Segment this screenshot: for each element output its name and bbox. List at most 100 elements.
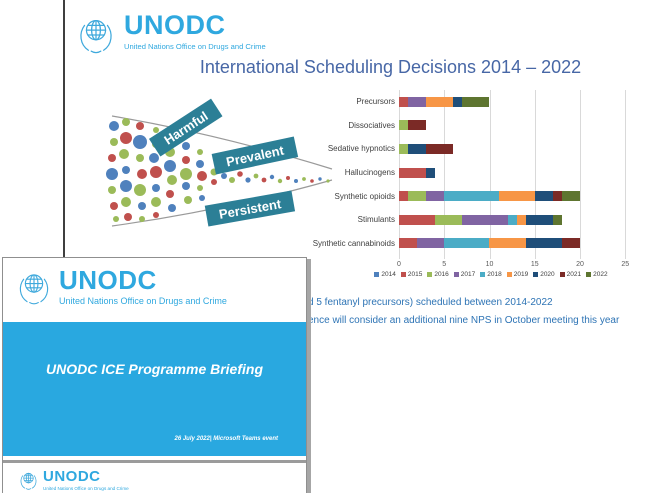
- legend-swatch: [559, 272, 565, 277]
- bar-segment-2019: [426, 96, 454, 107]
- legend-item-2014: 2014: [374, 271, 396, 278]
- category-label: Synthetic opioids: [334, 191, 395, 201]
- legend-item-2017: 2017: [453, 271, 475, 278]
- bar-segment-2020: [453, 96, 463, 107]
- funnel-label-prevalent: Prevalent: [211, 136, 299, 175]
- unodc-logo: UNODC United Nations Office on Drugs and…: [75, 12, 266, 56]
- bar-segment-2018: [444, 191, 499, 202]
- legend-item-2021: 2021: [559, 271, 582, 278]
- bar-track: [399, 120, 427, 131]
- bar-segment-2020: [408, 143, 427, 154]
- legend-item-2022: 2022: [586, 271, 608, 278]
- bar-segment-2022: [462, 96, 490, 107]
- legend-label: 2018: [487, 271, 502, 278]
- gridline: [534, 90, 536, 259]
- bar-segment-2021: [408, 120, 427, 131]
- bullet-note-line1: d 5 fentanyl precursors) scheduled betwe…: [308, 297, 553, 308]
- bar-segment-2015: [399, 167, 427, 178]
- bar-segment-2015: [399, 96, 409, 107]
- funnel-top-curve: [111, 115, 333, 170]
- bar-segment-2017: [462, 214, 508, 225]
- category-label: Hallucinogens: [344, 168, 395, 178]
- category-label: Stimulants: [357, 215, 395, 225]
- funnel-dots: [106, 118, 330, 222]
- legend-swatch: [453, 272, 459, 277]
- logo-tagline: United Nations Office on Drugs and Crime: [59, 296, 227, 306]
- x-tick-label: 25: [621, 261, 630, 268]
- unodc-logo-front: UNODC United Nations Office on Drugs and…: [15, 267, 227, 307]
- bullet-note-line2: ence will consider an additional nine NP…: [308, 315, 620, 326]
- gridline: [625, 90, 627, 259]
- chart-row: Dissociatives: [300, 114, 634, 138]
- chart-rows: Precursors Dissociatives Sedative hypnotic…: [300, 90, 634, 255]
- x-tick-label: 5: [442, 261, 447, 268]
- unodc-logo-next-slide: UNODC United Nations Office on Drugs and…: [18, 469, 129, 492]
- legend-item-2016: 2016: [427, 271, 449, 278]
- gridline: [580, 90, 581, 259]
- legend-label: 2015: [407, 271, 423, 278]
- bar-track: [399, 96, 490, 107]
- bar-segment-2016: [399, 120, 409, 131]
- cover-slide-title: UNODC ICE Programme Briefing: [45, 361, 264, 377]
- bar-segment-2016: [408, 191, 427, 202]
- category-label: Sedative hypnotics: [327, 144, 395, 154]
- un-emblem-icon: [19, 274, 49, 305]
- legend-item-2015: 2015: [400, 271, 423, 278]
- legend-swatch: [586, 272, 592, 277]
- funnel-label-persistent: Persistent: [204, 190, 296, 227]
- bar-segment-2015: [399, 214, 436, 225]
- chart-x-axis: 0 5 10 15 20 25: [397, 261, 630, 270]
- legend-swatch: [427, 272, 433, 277]
- bar-segment-2022: [561, 191, 580, 202]
- legend-swatch: [533, 272, 539, 277]
- bar-track: [399, 143, 454, 154]
- scheduling-decisions-chart: Precursors Dissociatives Sedative hypnotic…: [300, 86, 634, 296]
- legend-label: 2020: [540, 271, 555, 278]
- funnel-diagram: Harmful Prevalent Persistent: [106, 98, 333, 227]
- legend-swatch: [480, 272, 486, 277]
- logo-wordmark: UNODC: [59, 265, 157, 295]
- bar-segment-2022: [552, 214, 562, 225]
- category-label: Precursors: [356, 97, 395, 107]
- legend-swatch: [400, 272, 406, 277]
- cover-blue-band: UNODC ICE Programme Briefing 26 July 202…: [3, 322, 306, 456]
- legend-item-2020: 2020: [533, 271, 555, 278]
- x-tick-label: 10: [485, 261, 494, 268]
- chart-row: Sedative hypnotics: [300, 137, 634, 161]
- chart-row: Precursors: [300, 90, 634, 114]
- bar-segment-2016: [399, 143, 409, 154]
- chart-legend: 2014 2015 2016 2017 2018 2019 2020 2021 2022: [348, 271, 634, 278]
- legend-swatch: [506, 272, 512, 277]
- bar-segment-2020: [525, 238, 562, 249]
- legend-label: 2021: [566, 271, 582, 278]
- bar-track: [399, 214, 562, 225]
- cover-slide-footer: 26 July 2022| Microsoft Teams event: [174, 436, 278, 442]
- chart-row: Synthetic opioids: [300, 184, 634, 208]
- x-tick-label: 0: [397, 261, 401, 268]
- legend-swatch: [374, 272, 380, 277]
- bar-segment-2020: [534, 191, 553, 202]
- legend-item-2019: 2019: [506, 271, 528, 278]
- bar-segment-2016: [435, 214, 463, 225]
- bar-segment-2021: [552, 191, 562, 202]
- bar-segment-2019: [516, 214, 526, 225]
- bar-segment-2019: [498, 191, 535, 202]
- chart-row: Hallucinogens: [300, 161, 634, 185]
- bar-segment-2018: [507, 214, 517, 225]
- bar-segment-2017: [408, 96, 427, 107]
- bar-track: [399, 238, 580, 249]
- bar-segment-2017: [426, 191, 445, 202]
- slide-separator: [3, 460, 306, 463]
- logo-wordmark: UNODC: [43, 468, 101, 485]
- legend-label: 2022: [593, 271, 608, 278]
- legend-item-2018: 2018: [480, 271, 502, 278]
- category-label: Dissociatives: [348, 120, 395, 130]
- logo-wordmark: UNODC: [124, 10, 226, 40]
- bar-track: [399, 167, 436, 178]
- x-tick-label: 15: [530, 261, 539, 268]
- un-emblem-icon: [80, 20, 112, 54]
- presentation-window-front[interactable]: UNODC United Nations Office on Drugs and…: [2, 257, 307, 493]
- bar-segment-2021: [426, 143, 454, 154]
- legend-label: 2014: [381, 271, 396, 278]
- legend-label: 2016: [434, 271, 449, 278]
